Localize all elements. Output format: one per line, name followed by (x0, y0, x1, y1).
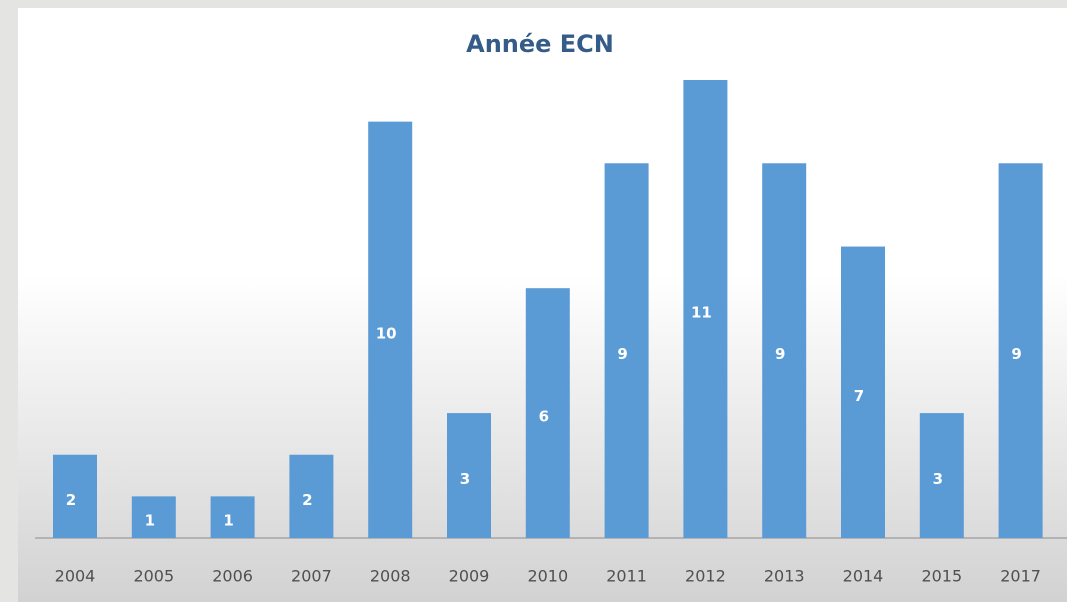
x-tick-label: 2005 (133, 567, 174, 586)
bar (762, 163, 807, 539)
chart-title: Année ECN (466, 30, 614, 58)
data-label: 7 (854, 387, 864, 405)
x-tick-label: 2013 (764, 567, 805, 586)
bar (131, 496, 176, 538)
x-tick-label: 2008 (370, 567, 411, 586)
x-tick-label: 2009 (449, 567, 490, 586)
data-label: 9 (1011, 345, 1021, 363)
data-label: 3 (933, 470, 943, 488)
data-label: 10 (376, 324, 397, 342)
x-tick-label: 2011 (606, 567, 647, 586)
x-tick-label: 2010 (527, 567, 568, 586)
x-tick-label: 2012 (685, 567, 726, 586)
x-tick-label: 2017 (1000, 567, 1041, 586)
bar (447, 413, 491, 538)
bar (210, 496, 255, 538)
data-label: 2 (302, 491, 312, 509)
data-label: 9 (617, 345, 627, 363)
x-tick-label: 2014 (843, 567, 884, 586)
bar (53, 454, 97, 538)
bar (368, 121, 413, 539)
data-label: 9 (775, 345, 785, 363)
bar (604, 163, 649, 539)
bar (919, 413, 964, 538)
data-label: 1 (223, 512, 233, 530)
data-label: 11 (691, 304, 712, 322)
bar (998, 163, 1043, 539)
x-tick-label: 2007 (291, 567, 332, 586)
x-tick-label: 2004 (55, 567, 96, 586)
bar (683, 80, 728, 538)
data-label: 6 (539, 408, 549, 426)
data-label: 2 (66, 491, 76, 509)
x-tick-label: 2006 (212, 567, 253, 586)
data-label: 1 (145, 512, 155, 530)
bar (525, 288, 570, 538)
bar (289, 454, 334, 538)
data-label: 3 (460, 470, 470, 488)
x-tick-label: 2015 (921, 567, 962, 586)
bar (841, 246, 885, 538)
